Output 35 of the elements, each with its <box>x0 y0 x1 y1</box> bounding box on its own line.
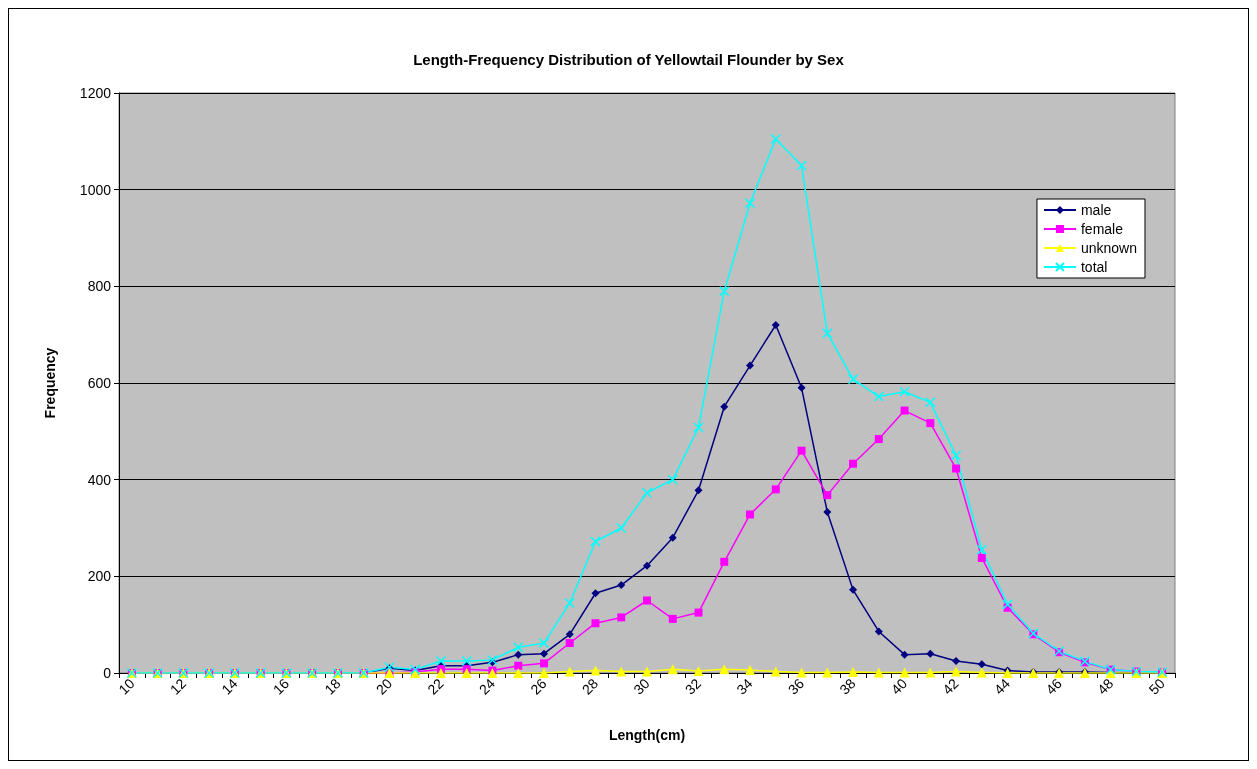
x-tick-label: 16 <box>269 675 293 698</box>
y-axis-title: Frequency <box>42 347 58 419</box>
y-tick-label: 200 <box>87 568 112 585</box>
x-tick-label: 44 <box>990 675 1014 698</box>
x-tick-label: 18 <box>321 675 344 698</box>
y-tick-label: 800 <box>87 278 112 295</box>
x-tick-label: 12 <box>166 675 190 698</box>
legend-label: female <box>1080 221 1124 237</box>
legend-label: total <box>1080 259 1108 275</box>
x-tick-label: 32 <box>681 675 705 698</box>
x-tick-label: 48 <box>1093 675 1117 698</box>
y-tick-label: 400 <box>87 471 112 488</box>
x-tick-label: 36 <box>784 675 808 698</box>
x-tick-label: 42 <box>939 675 962 698</box>
chart-title: Length-Frequency Distribution of Yellowtail Flounder by Sex <box>413 51 845 68</box>
y-tick-label: 600 <box>87 375 112 391</box>
x-tick-label: 10 <box>115 675 138 698</box>
x-tick-label: 24 <box>475 675 499 698</box>
y-tick-label: 0 <box>103 665 112 681</box>
legend-label: male <box>1080 202 1112 218</box>
y-tick-label: 1200 <box>79 85 112 101</box>
x-tick-label: 20 <box>372 675 396 698</box>
y-tick-label: 1000 <box>79 181 112 198</box>
x-tick-label: 50 <box>1145 675 1168 698</box>
x-tick-label: 26 <box>527 675 550 698</box>
x-tick-label: 46 <box>1042 675 1065 698</box>
x-tick-label: 22 <box>424 675 447 698</box>
x-tick-label: 30 <box>630 675 653 698</box>
x-tick-label: 14 <box>218 675 241 698</box>
x-axis-title: Length(cm) <box>608 727 686 743</box>
legend-label: unknown <box>1080 240 1138 256</box>
x-tick-label: 38 <box>836 675 859 698</box>
x-tick-label: 28 <box>578 675 602 698</box>
x-tick-label: 40 <box>887 675 911 698</box>
x-tick-label: 34 <box>733 675 756 698</box>
